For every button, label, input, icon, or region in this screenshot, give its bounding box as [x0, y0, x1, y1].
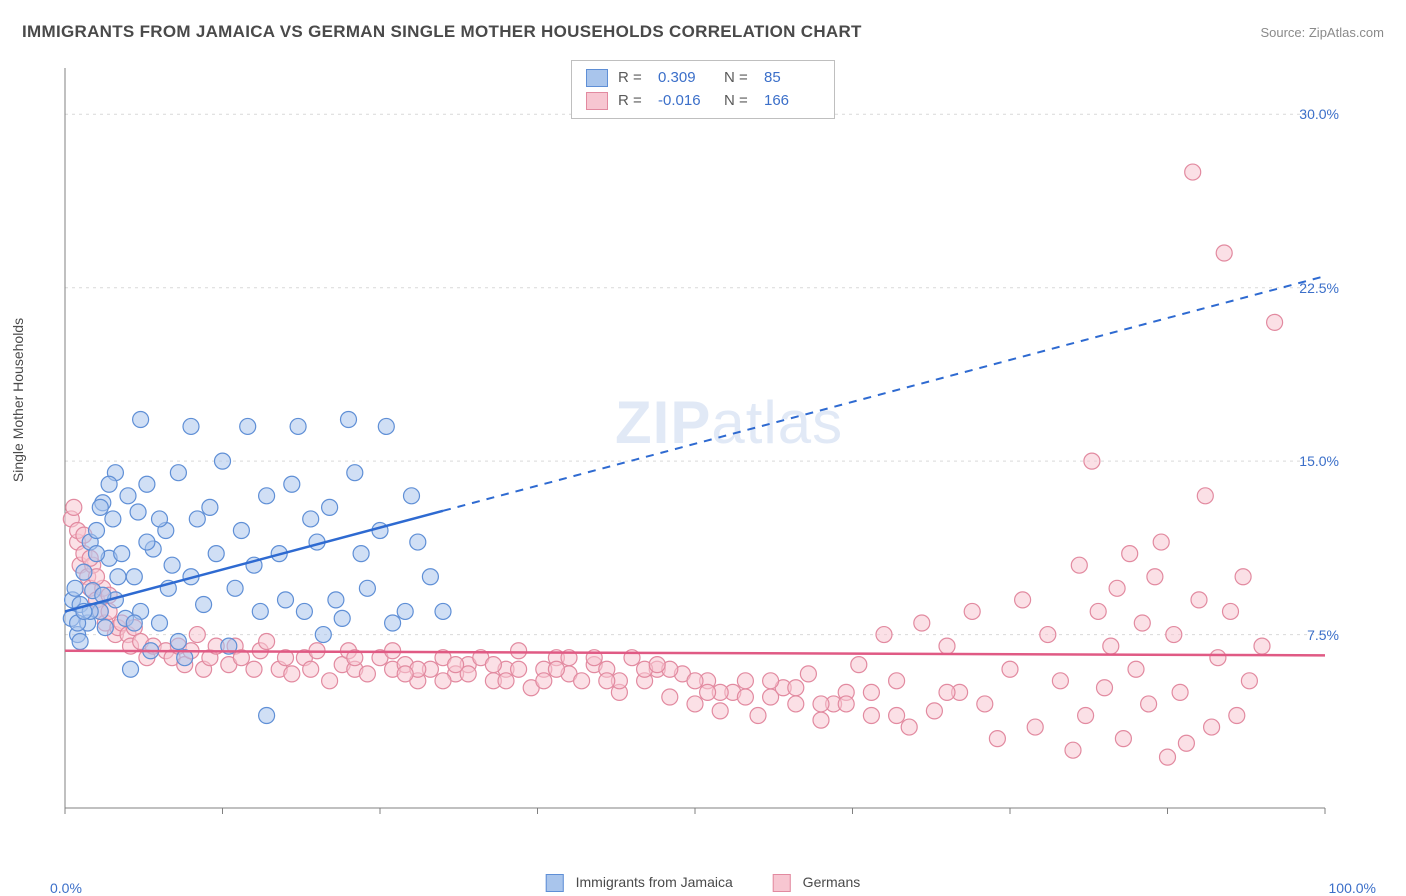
stat-n-0: 85 [764, 67, 820, 90]
stats-row-series-0: R = 0.309 N = 85 [586, 67, 820, 90]
source-attribution: Source: ZipAtlas.com [1260, 25, 1384, 40]
source-prefix: Source: [1260, 25, 1308, 40]
legend-label-0: Immigrants from Jamaica [576, 874, 733, 890]
x-max-label: 100.0% [1329, 880, 1376, 896]
y-tick-label: 15.0% [1299, 453, 1339, 469]
swatch-series-1 [586, 92, 608, 110]
y-axis-label: Single Mother Households [10, 318, 26, 482]
stat-label-r: R = [618, 67, 648, 90]
x-min-label: 0.0% [50, 880, 82, 896]
scatter-chart [55, 58, 1335, 820]
legend-item-0: Immigrants from Jamaica [546, 874, 733, 892]
swatch-series-0 [586, 69, 608, 87]
stat-r-1: -0.016 [658, 90, 714, 113]
stats-row-series-1: R = -0.016 N = 166 [586, 90, 820, 113]
y-tick-label: 7.5% [1307, 627, 1339, 643]
stat-n-1: 166 [764, 90, 820, 113]
chart-title: IMMIGRANTS FROM JAMAICA VS GERMAN SINGLE… [22, 22, 862, 42]
stat-label-n: N = [724, 90, 754, 113]
swatch-series-0 [546, 874, 564, 892]
plot-area: ZIPatlas 7.5%15.0%22.5%30.0% [55, 58, 1335, 818]
bottom-legend: Immigrants from Jamaica Germans [546, 874, 861, 892]
source-link[interactable]: ZipAtlas.com [1309, 25, 1384, 40]
stat-r-0: 0.309 [658, 67, 714, 90]
stat-label-n: N = [724, 67, 754, 90]
stats-legend-box: R = 0.309 N = 85 R = -0.016 N = 166 [571, 60, 835, 119]
legend-label-1: Germans [803, 874, 861, 890]
swatch-series-1 [773, 874, 791, 892]
stat-label-r: R = [618, 90, 648, 113]
y-tick-label: 30.0% [1299, 106, 1339, 122]
y-tick-label: 22.5% [1299, 280, 1339, 296]
legend-item-1: Germans [773, 874, 860, 892]
